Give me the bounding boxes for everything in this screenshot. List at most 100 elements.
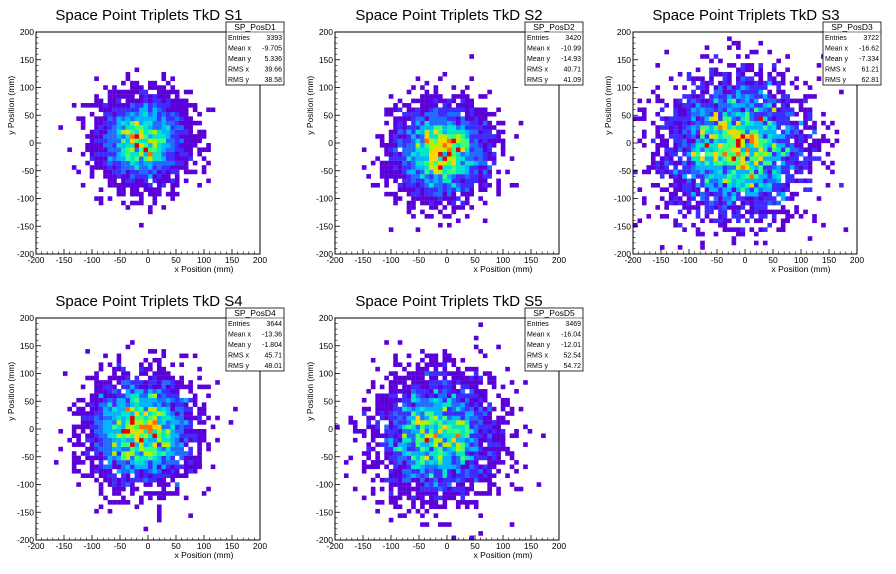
histogram-bin [103,464,108,470]
histogram-bin [192,134,198,139]
histogram-bin [192,460,198,465]
histogram-bin [753,165,759,170]
histogram-bin [107,178,113,184]
histogram-bin [776,89,781,95]
histogram-bin [411,182,416,188]
histogram-bin [745,169,750,175]
histogram-bin [183,107,189,113]
histogram-bin [420,473,425,478]
histogram-bin [451,174,457,179]
histogram-bin [424,362,430,367]
histogram-bin [740,98,746,104]
histogram-bin [379,384,385,390]
histogram-bin [641,111,647,117]
histogram-bin [509,482,515,487]
histogram-bin [411,433,416,439]
histogram-bin [107,151,113,157]
histogram-bin [420,200,425,206]
histogram-bin [406,446,412,452]
histogram-bin [411,98,416,104]
histogram-bin [789,111,795,117]
histogram-bin [704,178,710,184]
histogram-bin [749,94,755,99]
stats-row-label: Mean x [527,331,550,338]
histogram-bin [183,473,189,478]
histogram-bin [103,160,108,166]
histogram-bin [424,116,430,121]
chart-title: Space Point Triplets TkD S1 [55,7,242,24]
histogram-bin [424,151,430,157]
histogram-bin [785,111,790,117]
histogram-bin [668,169,674,175]
histogram-bin [139,446,144,452]
histogram-bin [415,393,421,399]
histogram-bin [183,89,189,95]
histogram-bin [433,415,439,421]
histogram-bin [455,196,461,201]
histogram-bin [165,411,171,416]
histogram-bin [420,182,425,188]
stats-row-value: 61.21 [861,67,879,74]
histogram-bin [469,473,475,478]
histogram-bin [161,107,167,113]
histogram-bin [116,366,122,372]
histogram-bin [89,165,95,170]
histogram-bin [165,151,171,157]
histogram-bin [152,116,158,121]
histogram-bin [713,98,719,104]
histogram-bin [152,169,158,175]
histogram-bin [473,107,479,113]
histogram-bin [762,165,768,170]
histogram-bin [384,406,389,412]
histogram-bin [496,191,501,197]
histogram-bin [107,143,113,148]
histogram-bin [152,468,158,474]
histogram-bin [94,384,99,390]
histogram-bin [85,437,90,443]
histogram-bin [442,187,448,192]
histogram-bin [411,116,416,121]
histogram-bin [455,402,461,407]
histogram-bin [116,98,122,104]
histogram-bin [161,446,167,452]
histogram-bin [753,218,759,224]
histogram-bin [447,442,452,447]
histogram-bin [170,138,176,144]
histogram-bin [668,160,674,166]
histogram-bin [406,187,412,192]
histogram-bin [807,85,813,90]
histogram-bin [771,67,777,73]
histogram-bin [134,80,140,86]
histogram-bin [94,76,99,81]
histogram-bin [482,125,488,130]
histogram-bin [451,111,457,117]
histogram-bin [677,187,683,192]
histogram-bin [776,200,781,206]
histogram-bin [771,76,777,81]
histogram-bin [745,54,750,59]
histogram-bin [71,442,77,447]
histogram-bin [156,429,162,434]
histogram-bin [183,103,189,108]
histogram-bin [731,151,737,157]
histogram-bin [384,446,389,452]
histogram-bin [98,138,104,144]
histogram-bin [402,411,407,416]
histogram-bin [134,380,140,385]
histogram-bin [469,120,475,126]
histogram-bin [433,513,439,518]
histogram-bin [771,143,777,148]
histogram-bin [415,182,421,188]
histogram-bin [745,218,750,224]
histogram-bin [411,371,416,376]
histogram-bin [121,384,126,390]
histogram-bin [393,134,398,139]
histogram-bin [695,191,701,197]
histogram-bin [509,522,515,527]
histogram-bin [130,129,135,135]
histogram-bin [148,205,153,210]
histogram-bin [487,165,492,170]
histogram-bin [821,134,826,139]
histogram-bin [780,76,786,81]
histogram-bin [201,156,207,161]
